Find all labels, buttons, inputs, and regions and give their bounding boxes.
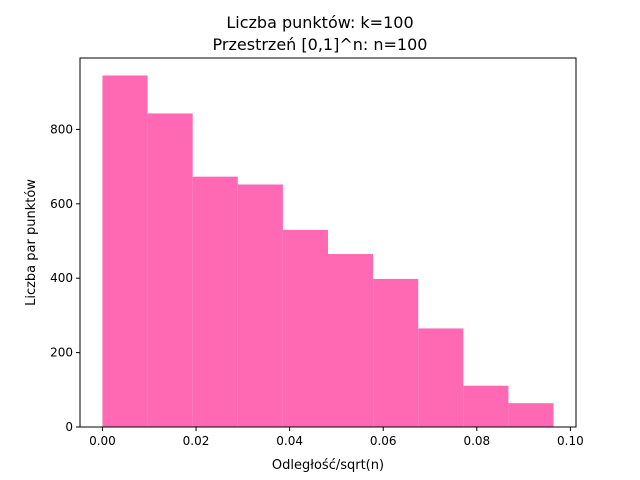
histogram-bar <box>463 385 509 427</box>
x-tick-label: 0.08 <box>463 434 490 448</box>
chart-title-line2: Przestrzeń [0,1]^n: n=100 <box>213 35 428 54</box>
bars-group <box>102 75 554 428</box>
histogram-bar <box>328 254 374 427</box>
plot-frame <box>79 57 577 428</box>
x-tick-label: 0.04 <box>276 434 303 448</box>
x-tick-label: 0.06 <box>370 434 397 448</box>
x-tick-label: 0.00 <box>89 434 116 448</box>
y-tick-label: 800 <box>50 122 73 136</box>
x-axis-ticks: 0.00 0.02 0.04 0.06 0.08 0.10 <box>89 427 584 448</box>
histogram-bar <box>102 75 148 428</box>
histogram-bar <box>147 113 193 428</box>
x-axis-label: Odległość/sqrt(n) <box>272 458 384 473</box>
histogram-bar <box>192 176 238 427</box>
y-axis-label: Liczba par punktów <box>24 179 39 306</box>
y-tick-label: 600 <box>50 197 73 211</box>
x-tick-label: 0.02 <box>183 434 210 448</box>
histogram-bar <box>373 278 419 427</box>
y-tick-label: 400 <box>50 271 73 285</box>
histogram-bar <box>508 403 554 427</box>
chart-title-line1: Liczba punktów: k=100 <box>226 13 413 32</box>
y-tick-label: 200 <box>50 346 73 360</box>
histogram-bar <box>282 229 328 427</box>
x-tick-label: 0.10 <box>557 434 584 448</box>
histogram-bar <box>237 184 283 427</box>
histogram-bar <box>418 328 464 427</box>
y-axis-ticks: 0 200 400 600 800 <box>50 122 80 434</box>
y-tick-label: 0 <box>65 420 73 434</box>
